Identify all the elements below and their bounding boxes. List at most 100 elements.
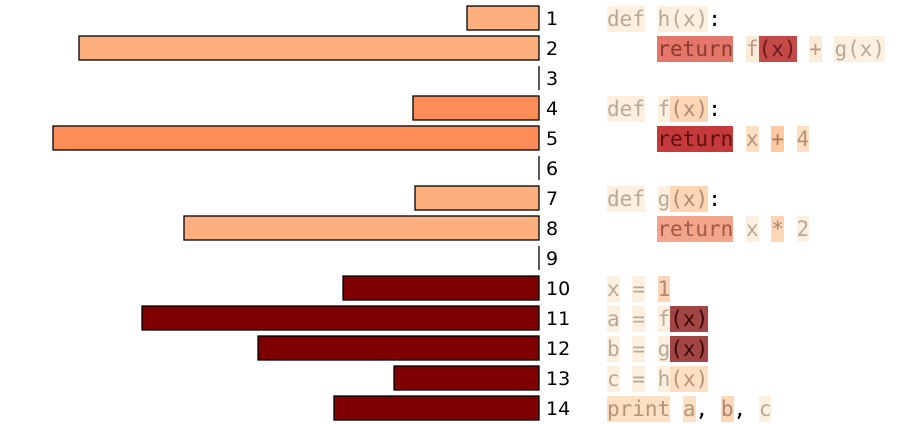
line-bar-1 [466,5,540,31]
code-token: f [657,96,671,122]
code-space [733,126,746,152]
code-token: a [682,396,696,422]
code-token: = [632,306,645,332]
line-number-7: 7 [546,188,558,210]
code-space [759,126,772,152]
line-bar-8 [183,215,540,241]
code-space [645,186,658,212]
code-token: b [720,396,734,422]
code-space [759,216,772,242]
code-token: f [657,306,671,332]
line-bar-12 [257,335,540,361]
code-token: , [695,397,709,421]
code-line-2: return f(x) + g(x) [607,33,886,63]
line-number-1: 1 [546,8,558,30]
code-token: h [657,366,671,392]
line-number-11: 11 [546,308,570,330]
code-space [708,396,721,422]
code-token: x [607,276,620,302]
code-token: return [657,126,734,152]
code-line-12: b = g(x) [607,333,709,363]
code-space [645,336,658,362]
line-bar-2 [78,35,540,61]
line-bar-14 [333,395,540,421]
code-space [746,396,759,422]
code-token: return [657,216,734,242]
code-space [670,396,683,422]
code-token: (x) [758,36,797,62]
code-line-8: return x * 2 [607,213,810,243]
code-token: f [745,36,759,62]
code-space [645,96,658,122]
code-token: print [607,396,671,422]
code-space [645,6,658,32]
code-token: def [607,6,645,32]
line-bar-4 [412,95,540,121]
code-space [620,366,633,392]
code-token: * [771,216,784,242]
code-line-7: def g(x): [607,183,721,213]
code-token: = [632,336,645,362]
code-token: x [745,216,759,242]
line-number-4: 4 [546,98,558,120]
line-bar-7 [414,185,540,211]
code-space [620,306,633,332]
code-token: (x) [670,186,709,212]
code-space [797,36,810,62]
code-space [784,126,797,152]
code-token: , [733,397,747,421]
code-token: (x) [847,36,886,62]
code-token: b [607,336,620,362]
code-token: (x) [670,306,709,332]
code-space [620,336,633,362]
code-space [620,276,633,302]
code-space [733,36,746,62]
code-line-13: c = h(x) [607,363,709,393]
line-bar-5 [52,125,540,151]
code-token: : [708,7,721,31]
code-line-5: return x + 4 [607,123,810,153]
line-number-10: 10 [546,278,570,300]
code-token: c [758,396,772,422]
line-bar-13 [393,365,540,391]
code-token: def [607,186,645,212]
code-line-10: x = 1 [607,273,671,303]
line-number-13: 13 [546,368,570,390]
code-line-11: a = f(x) [607,303,709,333]
code-token: return [657,36,734,62]
code-token: g [657,186,671,212]
code-token: (x) [670,96,709,122]
code-token: x [745,126,759,152]
code-space [784,216,797,242]
line-bar-11 [141,305,540,331]
code-line-14: print a, b, c [607,393,772,423]
code-token: + [809,36,822,62]
code-space [645,276,658,302]
code-token: + [771,126,784,152]
line-bar-10 [342,275,540,301]
code-space [645,306,658,332]
code-token: = [632,276,645,302]
line-number-6: 6 [546,158,558,180]
line-number-8: 8 [546,218,558,240]
code-token: a [607,306,620,332]
code-line-1: def h(x): [607,3,721,33]
line-number-12: 12 [546,338,570,360]
code-token: 1 [657,276,671,302]
code-token: : [708,187,721,211]
code-token: (x) [670,336,709,362]
line-number-5: 5 [546,128,558,150]
line-number-2: 2 [546,38,558,60]
line-number-14: 14 [546,398,570,420]
code-space [645,366,658,392]
code-space [822,36,835,62]
code-token: 4 [796,126,810,152]
code-token: : [708,97,721,121]
code-token: = [632,366,645,392]
code-token: (x) [670,366,709,392]
code-token: g [657,336,671,362]
line-number-9: 9 [546,248,558,270]
code-token: g [834,36,848,62]
code-token: def [607,96,645,122]
